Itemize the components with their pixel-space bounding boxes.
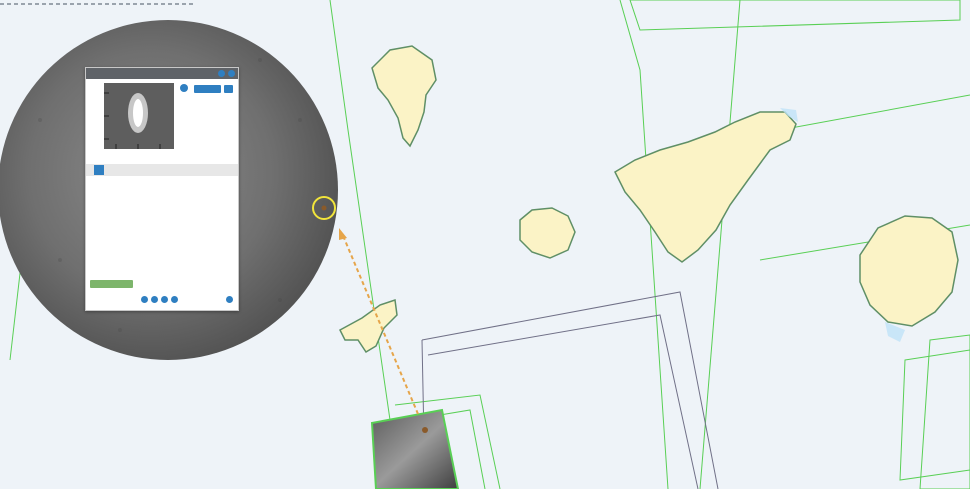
attribute-field bbox=[163, 181, 197, 196]
lens-noise bbox=[38, 58, 302, 332]
attribute-value bbox=[163, 242, 197, 246]
footprint-polygon[interactable] bbox=[919, 334, 970, 489]
attribute-field bbox=[163, 257, 197, 272]
island-la-palma bbox=[371, 45, 437, 148]
footprint-line[interactable] bbox=[329, 0, 401, 489]
vessel-detection-panel bbox=[85, 67, 239, 311]
attribute-field bbox=[89, 181, 123, 196]
footprint-line[interactable] bbox=[779, 94, 970, 131]
attribute-value bbox=[200, 185, 234, 189]
pagination bbox=[141, 296, 180, 303]
detection-bar bbox=[86, 164, 238, 176]
island-la-gomera bbox=[519, 207, 576, 259]
attribute-value bbox=[126, 204, 160, 208]
connector-arrow bbox=[339, 228, 419, 415]
attribute-field bbox=[126, 257, 160, 272]
panel-minimize-icon[interactable] bbox=[218, 70, 225, 77]
attribute-field bbox=[163, 238, 197, 253]
attribute-value bbox=[163, 185, 197, 189]
footprint-line[interactable] bbox=[699, 0, 741, 489]
attribute-field bbox=[200, 238, 234, 253]
attribute-value bbox=[163, 261, 197, 265]
attribute-field bbox=[126, 181, 160, 196]
last-page-icon[interactable] bbox=[170, 296, 178, 303]
prev-page-icon[interactable] bbox=[150, 296, 158, 303]
panel-primary-button[interactable] bbox=[194, 85, 221, 93]
attribute-field bbox=[163, 219, 197, 234]
attribute-field bbox=[200, 181, 234, 196]
attribute-value bbox=[200, 261, 234, 265]
next-page-icon[interactable] bbox=[160, 296, 168, 303]
attribute-field bbox=[89, 200, 123, 215]
attribute-value bbox=[200, 242, 234, 246]
footprint-outline[interactable] bbox=[421, 291, 719, 489]
attribute-value bbox=[89, 185, 123, 189]
rotate-icon[interactable] bbox=[180, 84, 188, 92]
attribute-field bbox=[200, 257, 234, 272]
footprint-outline[interactable] bbox=[427, 314, 699, 489]
attribute-value bbox=[89, 204, 123, 208]
footprint-polygon[interactable] bbox=[899, 349, 970, 481]
attribute-value bbox=[89, 242, 123, 246]
detection-vessel-marker[interactable] bbox=[321, 205, 327, 211]
shallow-water bbox=[780, 108, 905, 342]
attribute-field bbox=[200, 219, 234, 234]
attribute-value bbox=[126, 185, 160, 189]
footprint-polygon[interactable] bbox=[629, 0, 961, 31]
attribute-value bbox=[163, 204, 197, 208]
attribute-value bbox=[126, 261, 160, 265]
footprint-line[interactable] bbox=[619, 0, 669, 489]
attribute-field bbox=[126, 238, 160, 253]
attribute-field bbox=[163, 200, 197, 215]
attribute-field bbox=[89, 219, 123, 234]
attribute-value bbox=[89, 223, 123, 227]
panel-secondary-button[interactable] bbox=[224, 85, 233, 93]
panel-titlebar bbox=[86, 68, 238, 79]
ship-icon bbox=[94, 165, 104, 175]
attribute-field bbox=[89, 238, 123, 253]
action-button[interactable] bbox=[90, 280, 133, 288]
attribute-field bbox=[126, 219, 160, 234]
island-gran-canaria bbox=[859, 215, 959, 327]
first-page-icon[interactable] bbox=[141, 296, 148, 303]
attribute-field bbox=[89, 257, 123, 272]
panel-close-icon[interactable] bbox=[228, 70, 235, 77]
attribute-field bbox=[200, 200, 234, 215]
attribute-value bbox=[89, 261, 123, 265]
attribute-value bbox=[200, 223, 234, 227]
panel-footer-icon[interactable] bbox=[226, 296, 233, 303]
attribute-value bbox=[126, 242, 160, 246]
detection-highlight-ring[interactable] bbox=[312, 196, 336, 220]
attribute-value bbox=[163, 223, 197, 227]
islands bbox=[339, 45, 959, 354]
detection-thumbnail bbox=[104, 83, 174, 149]
attribute-value bbox=[200, 204, 234, 208]
chip-vessel-marker[interactable] bbox=[422, 427, 428, 433]
chip-frame[interactable] bbox=[370, 408, 460, 489]
attribute-value bbox=[126, 223, 160, 227]
island-tenerife bbox=[614, 111, 797, 263]
attribute-field bbox=[126, 200, 160, 215]
sar-image-chip[interactable] bbox=[370, 408, 460, 489]
